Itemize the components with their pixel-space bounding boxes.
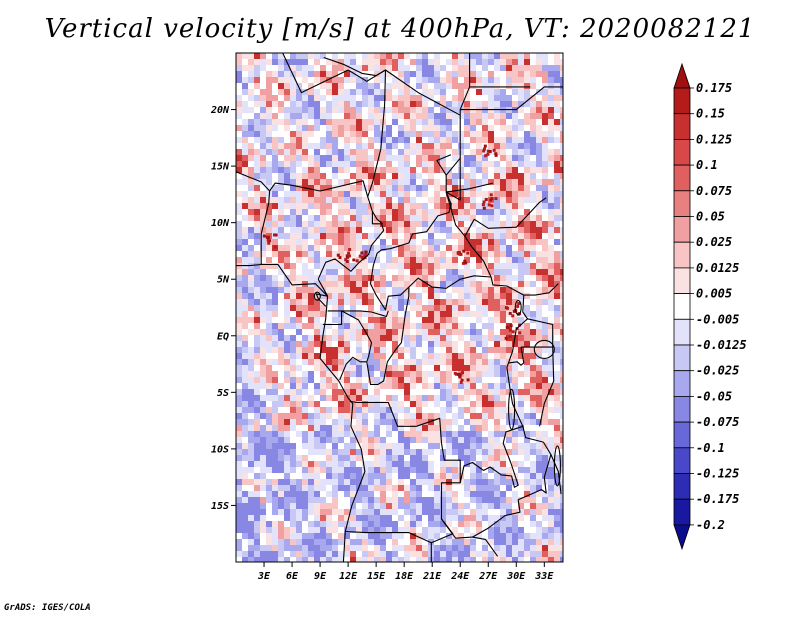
colorbar-swatch <box>673 524 691 551</box>
colorbar-level-label: -0.075 <box>696 415 739 429</box>
x-tick-label: 21E <box>422 571 442 582</box>
y-tick-label: 15S <box>211 501 229 512</box>
colorbar-swatch <box>673 395 691 423</box>
colorbar-level-label: -0.0125 <box>696 338 747 352</box>
x-tick-label: 24E <box>450 571 470 582</box>
colorbar-swatch <box>673 138 691 166</box>
colorbar-level-label: -0.05 <box>696 389 732 403</box>
colorbar-level-label: 0.005 <box>696 287 732 301</box>
colorbar-level-label: 0.025 <box>696 235 732 249</box>
colorbar-swatch <box>673 267 691 294</box>
colorbar-swatch <box>673 216 691 243</box>
colorbar-level-label: -0.125 <box>696 467 739 481</box>
colorbar-swatch <box>673 421 691 449</box>
colorbar-swatch <box>673 164 691 192</box>
map-title: Vertical velocity [m/s] at 400hPa, VT: 2… <box>44 14 756 44</box>
colorbar-level-label: 0.075 <box>696 184 732 198</box>
y-tick-label: 5S <box>217 388 229 399</box>
y-tick-label: 15N <box>211 162 230 173</box>
colorbar-level-label: -0.005 <box>696 312 739 326</box>
colorbar-swatch <box>673 370 691 397</box>
longitude-axis: 3E 6E 9E 12E 15E 18E 21E 24E 27E 30E 33E <box>257 562 554 582</box>
colorbar-swatch <box>673 62 691 89</box>
colorbar-level-label: 0.05 <box>696 210 725 224</box>
x-tick-label: 30E <box>506 571 526 582</box>
colorbar-level-label: 0.1 <box>696 158 718 172</box>
y-tick-label: 5N <box>217 275 230 286</box>
colorbar-level-label: 0.15 <box>696 107 725 121</box>
x-tick-label: 33E <box>534 571 554 582</box>
colorbar-level-label: 0.0125 <box>696 261 739 275</box>
colorbar-swatch <box>673 190 691 217</box>
colorbar-level-label: -0.1 <box>696 441 725 455</box>
y-tick-label: 10S <box>211 444 229 455</box>
colorbar-level-label: -0.2 <box>696 518 725 532</box>
colorbar-level-label: 0.125 <box>696 132 732 146</box>
y-tick-label: 10N <box>211 218 230 229</box>
colorbar-swatch <box>673 447 691 474</box>
colorbar-level-label: -0.175 <box>696 492 739 506</box>
colorbar-swatch <box>673 344 691 372</box>
x-tick-label: 6E <box>286 571 299 582</box>
colorbar-swatch <box>673 241 691 269</box>
country-borders <box>236 53 563 562</box>
x-tick-label: 12E <box>339 571 358 582</box>
x-tick-label: 3E <box>257 571 271 582</box>
colorbar-swatch <box>673 498 691 526</box>
x-tick-label: 27E <box>478 571 498 582</box>
colorbar-swatch <box>673 473 691 500</box>
colorbar-level-label: 0.175 <box>696 81 732 95</box>
colorbar-swatch <box>673 318 691 346</box>
colorbar-level-label: -0.025 <box>696 364 739 378</box>
map-frame <box>235 52 564 563</box>
y-tick-label: EQ <box>217 331 229 342</box>
colorbar-swatch <box>673 87 691 115</box>
latitude-axis: 20N 15N 10N 5N EQ 5S 10S 15S <box>210 105 236 512</box>
colorbar-swatch <box>673 293 691 320</box>
x-tick-label: 15E <box>367 571 386 582</box>
x-tick-label: 18E <box>395 571 414 582</box>
colorbar-swatch <box>673 113 691 140</box>
colorbar: 0.175 0.15 0.125 0.1 0.075 0.05 0.025 0.0125 0.0… <box>673 62 747 551</box>
x-tick-label: 9E <box>314 571 327 582</box>
grads-credit: GrADS: IGES/COLA <box>4 603 91 613</box>
y-tick-label: 20N <box>210 105 230 116</box>
